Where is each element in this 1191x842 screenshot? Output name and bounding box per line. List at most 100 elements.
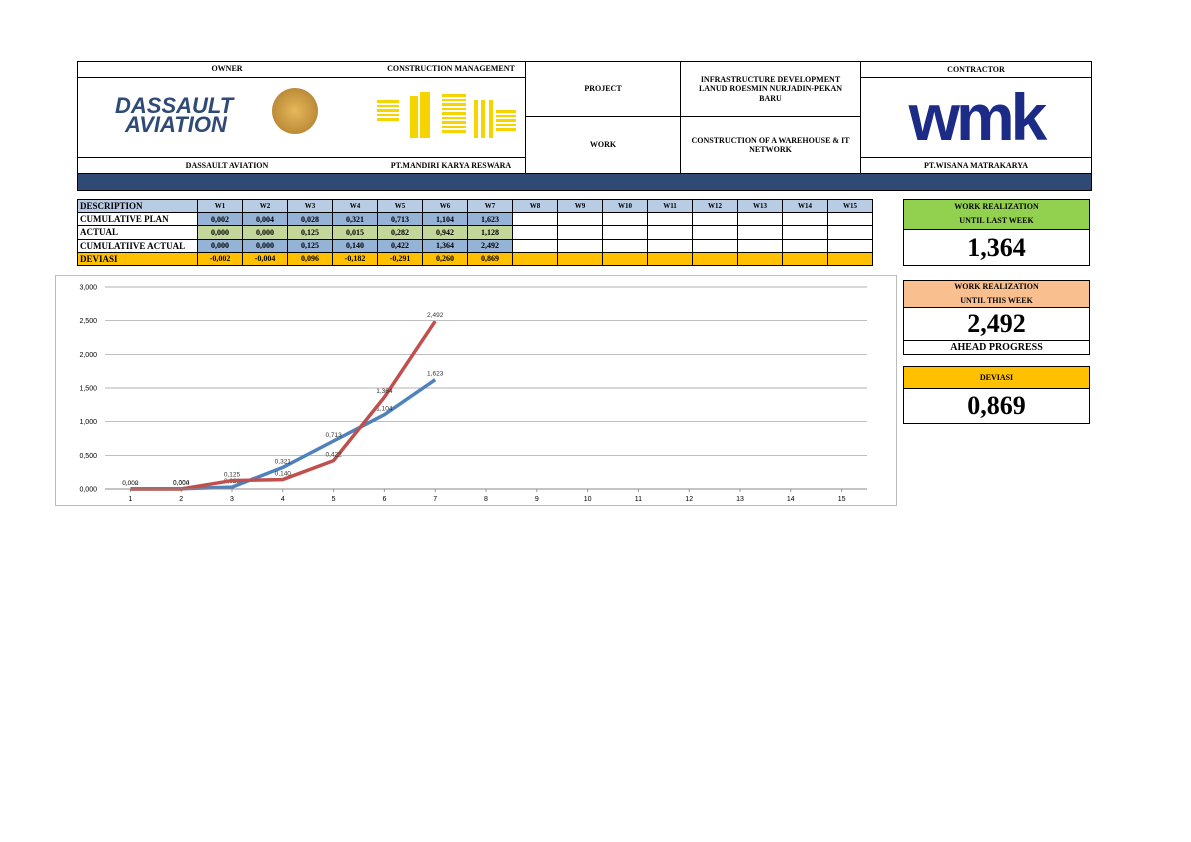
table-cell — [512, 225, 558, 240]
data-label: 1,623 — [427, 371, 444, 378]
table-cell — [647, 212, 693, 227]
x-tick-label: 15 — [838, 496, 846, 503]
this-week-label-1: WORK REALIZATION — [954, 281, 1039, 291]
table-cell: 0,321 — [332, 212, 378, 227]
table-cell: DEVIASI — [77, 251, 198, 266]
cm-logo-stripe — [377, 109, 399, 112]
last-week-value: 1,364 — [903, 229, 1090, 266]
table-cell: 0,000 — [242, 238, 288, 253]
table-cell: -0,002 — [197, 251, 243, 266]
table-cell — [647, 251, 693, 266]
cm-logo-stripe — [377, 118, 399, 121]
table-header-cell: W15 — [827, 199, 873, 214]
table-cell — [737, 225, 783, 240]
table-cell — [827, 225, 873, 240]
cm-logo-stripe — [377, 113, 399, 116]
x-tick-label: 13 — [736, 496, 744, 503]
contractor-name: PT.WISANA MATRAKARYA — [860, 157, 1092, 174]
x-tick-label: 9 — [535, 496, 539, 503]
cm-logo-stripe — [442, 125, 466, 128]
cm-logo-stripe — [377, 100, 399, 103]
cm-logo-stripe — [496, 114, 516, 117]
table-cell — [782, 225, 828, 240]
table-cell — [737, 212, 783, 227]
cm-logo-stripe — [442, 94, 466, 97]
table-cell — [827, 251, 873, 266]
contractor-logo: wmk — [908, 79, 1048, 154]
table-cell — [557, 225, 603, 240]
table-cell — [512, 251, 558, 266]
table-header-cell: W9 — [557, 199, 603, 214]
y-tick-label: 1,000 — [79, 419, 97, 426]
project-label: PROJECT — [525, 61, 681, 117]
table-cell: 0,000 — [242, 225, 288, 240]
table-cell: 0,002 — [197, 212, 243, 227]
cm-logo-stripe — [442, 98, 466, 101]
table-cell — [647, 225, 693, 240]
table-cell: 0,260 — [422, 251, 468, 266]
data-label: 0,004 — [173, 480, 190, 487]
y-tick-label: 0,000 — [79, 487, 97, 494]
this-week-value: 2,492 — [903, 307, 1090, 341]
table-header-cell: W7 — [467, 199, 513, 214]
table-header-cell: W3 — [287, 199, 333, 214]
data-label: 0,000 — [173, 480, 190, 487]
table-cell — [737, 251, 783, 266]
table-cell — [602, 251, 648, 266]
table-cell: 0,004 — [242, 212, 288, 227]
cm-logo-stripe — [496, 128, 516, 131]
emblem — [272, 88, 318, 134]
table-cell — [647, 238, 693, 253]
table-cell — [737, 238, 783, 253]
table-cell: 0,140 — [332, 238, 378, 253]
table-cell — [827, 238, 873, 253]
table-header-cell: W1 — [197, 199, 243, 214]
table-cell: -0,182 — [332, 251, 378, 266]
owner-logo-1: DASSAULT — [115, 93, 234, 119]
table-cell: 0,096 — [287, 251, 333, 266]
data-label: 0,002 — [122, 480, 139, 487]
table-cell — [782, 251, 828, 266]
cm-logo-stripe — [410, 96, 418, 138]
data-label: 0,000 — [122, 480, 139, 487]
table-cell — [827, 212, 873, 227]
table-header-cell: W5 — [377, 199, 423, 214]
data-label: 0,321 — [275, 458, 292, 465]
table-cell: CUMULATIIVE ACTUAL — [77, 238, 198, 253]
band — [77, 173, 1092, 191]
table-cell: 0,942 — [422, 225, 468, 240]
owner-logo-2: AVIATION — [125, 112, 227, 138]
data-label: 2,492 — [427, 312, 444, 319]
table-cell — [602, 225, 648, 240]
x-tick-label: 8 — [484, 496, 488, 503]
x-tick-label: 6 — [382, 496, 386, 503]
x-tick-label: 1 — [128, 496, 132, 503]
table-header-cell: W8 — [512, 199, 558, 214]
owner-name: DASSAULT AVIATION — [185, 160, 269, 170]
last-week-label-2: UNTIL LAST WEEK — [959, 215, 1034, 225]
table-cell — [602, 212, 648, 227]
table-cell: 0,125 — [287, 238, 333, 253]
table-cell: 1,623 — [467, 212, 513, 227]
cm-label: CONSTRUCTION MANAGEMENT — [387, 64, 515, 74]
table-header-cell: W4 — [332, 199, 378, 214]
table-cell: 0,000 — [197, 238, 243, 253]
cm-logo-stripe — [496, 119, 516, 122]
table-cell: 1,364 — [422, 238, 468, 253]
table-cell: 1,104 — [422, 212, 468, 227]
x-tick-label: 2 — [179, 496, 183, 503]
table-cell — [557, 238, 603, 253]
cm-logo-stripe — [442, 130, 466, 133]
y-tick-label: 2,500 — [79, 318, 97, 325]
x-tick-label: 3 — [230, 496, 234, 503]
table-cell — [692, 238, 738, 253]
table-header-cell: W14 — [782, 199, 828, 214]
x-tick-label: 12 — [685, 496, 693, 503]
table-cell — [692, 251, 738, 266]
data-label: 0,125 — [224, 472, 241, 479]
table-cell — [782, 238, 828, 253]
table-header-cell: W10 — [602, 199, 648, 214]
cm-name: PT.MANDIRI KARYA RESWARA — [390, 160, 512, 170]
chart-frame — [55, 275, 897, 506]
